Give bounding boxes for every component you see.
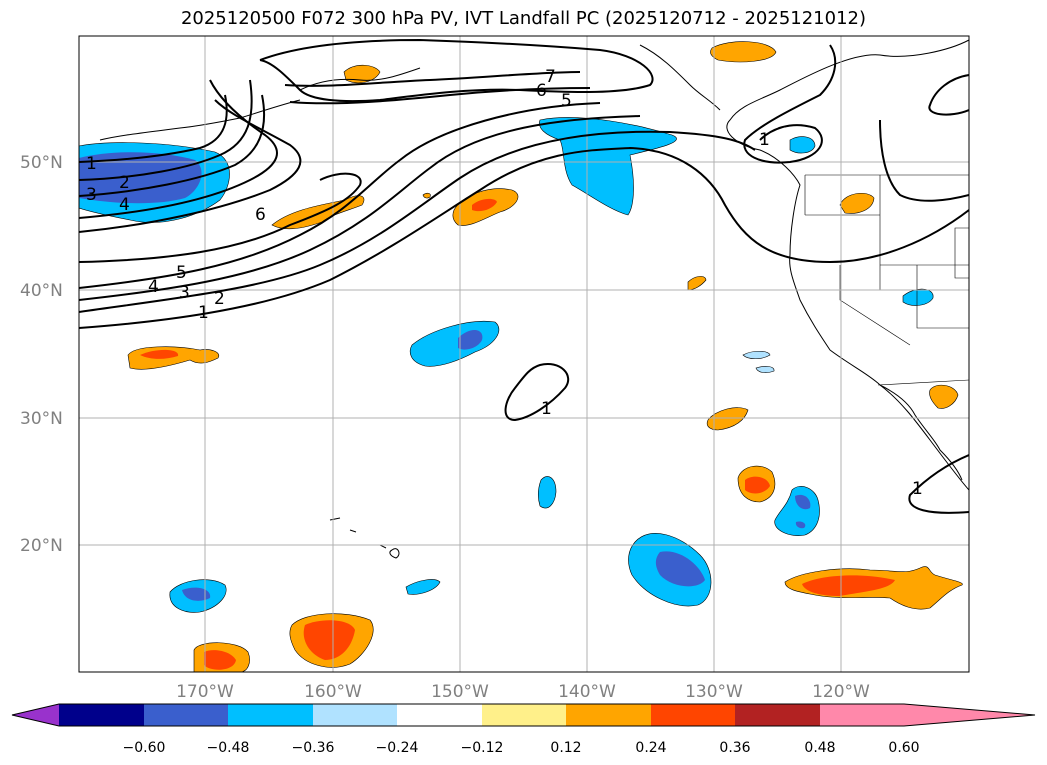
- lat-label: 40°N: [20, 281, 63, 301]
- lat-label: 30°N: [20, 409, 63, 429]
- contour-label: 7: [545, 67, 556, 87]
- contour-label: 6: [255, 205, 266, 225]
- latitude-labels: 50°N 40°N 30°N 20°N: [20, 153, 63, 556]
- lon-label: 160°W: [304, 682, 362, 702]
- colorbar-tick-label: −0.12: [461, 740, 504, 756]
- contour-label: 4: [119, 195, 130, 215]
- colorbar-tick-label: −0.36: [292, 740, 335, 756]
- colorbar-swatch: [397, 704, 482, 726]
- colorbar-tick-label: 0.48: [804, 740, 835, 756]
- colorbar-swatch: [735, 704, 820, 726]
- colorbar-swatch: [566, 704, 651, 726]
- lon-label: 130°W: [685, 682, 743, 702]
- map-frame: [78, 35, 970, 673]
- contour-label: 5: [176, 263, 187, 283]
- pc-shading: [79, 41, 963, 672]
- colorbar-swatch: [228, 704, 313, 726]
- pv-contours: [79, 38, 969, 514]
- colorbar-swatch: [651, 704, 735, 726]
- colorbar-low-extend: [12, 704, 59, 726]
- pv-contour-labels: 1 2 3 4 1 2 3 4 5 6 7 6 5 1 1 1: [86, 67, 923, 499]
- lon-label: 170°W: [176, 682, 234, 702]
- contour-label: 3: [86, 185, 97, 205]
- contour-label: 2: [214, 289, 225, 309]
- map-title: 2025120500 F072 300 hPa PV, IVT Landfall…: [180, 8, 867, 29]
- colorbar-swatch: [59, 704, 144, 726]
- colorbar-tick-label: −0.24: [376, 740, 419, 756]
- lon-label: 120°W: [812, 682, 870, 702]
- contour-label: 4: [148, 277, 159, 297]
- contour-label: 2: [119, 173, 130, 193]
- colorbar-swatch: [144, 704, 228, 726]
- contour-label: 1: [86, 154, 97, 174]
- contour-label: 1: [912, 479, 923, 499]
- colorbar-swatch: [482, 704, 566, 726]
- contour-label: 1: [541, 399, 552, 419]
- colorbar-tick-label: 0.24: [635, 740, 666, 756]
- coastlines: [99, 39, 969, 559]
- lon-label: 150°W: [431, 682, 489, 702]
- colorbar-ticks: −0.60 −0.48 −0.36 −0.24 −0.12 0.12 0.24 …: [123, 740, 920, 756]
- colorbar-tick-label: 0.12: [550, 740, 581, 756]
- colorbar-swatch: [820, 704, 904, 726]
- contour-label: 5: [561, 91, 572, 111]
- contour-label: 1: [759, 130, 770, 150]
- colorbar-outline: [11, 703, 1036, 727]
- colorbar-tick-label: 0.60: [888, 740, 919, 756]
- colorbar-tick-label: −0.48: [207, 740, 250, 756]
- colorbar-tick-label: 0.36: [719, 740, 750, 756]
- lat-label: 50°N: [20, 153, 63, 173]
- longitude-labels: 170°W 160°W 150°W 140°W 130°W 120°W: [176, 682, 870, 702]
- lon-label: 140°W: [558, 682, 616, 702]
- contour-label: 3: [179, 283, 190, 303]
- contour-label: 1: [198, 303, 209, 323]
- colorbar-high-extend: [904, 704, 1035, 726]
- map-panel: [79, 36, 969, 672]
- colorbar-tick-label: −0.60: [123, 740, 166, 756]
- colorbar-swatch: [313, 704, 397, 726]
- contour-label: 6: [536, 81, 547, 101]
- lat-label: 20°N: [20, 536, 63, 556]
- colorbar: −0.60 −0.48 −0.36 −0.24 −0.12 0.12 0.24 …: [11, 703, 1036, 756]
